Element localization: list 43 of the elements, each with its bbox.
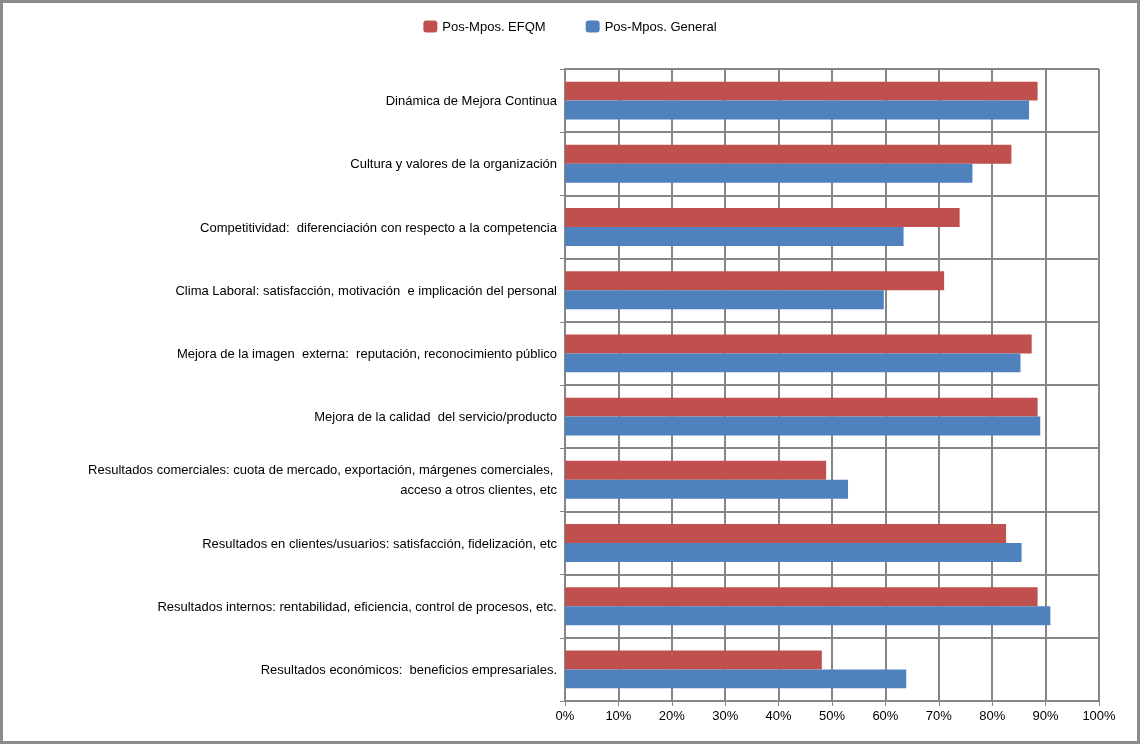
x-tick-label: 10% xyxy=(605,708,632,723)
y-tick-label: Competitividad: diferenciación con respecto a la competencia xyxy=(200,219,558,235)
y-tick-label: Clima Laboral: satisfacción, motivación e implicación del personal xyxy=(175,282,558,298)
y-tick-label: Mejora de la imagen externa: reputación, reconocimiento público xyxy=(176,345,557,361)
y-tick-label: Mejora de la calidad del servicio/producto xyxy=(314,409,557,425)
y-tick-label: Resultados en clientes/usuarios: satisfacción, fidelización, etc xyxy=(202,535,558,551)
y-tick-label: Cultura y valores de la organización xyxy=(350,156,557,172)
bar xyxy=(565,100,1030,120)
x-tick-label: 50% xyxy=(818,708,846,723)
x-tick-label: 0% xyxy=(555,708,575,723)
x-tick-label: 40% xyxy=(765,708,793,723)
x-tick-label: 100% xyxy=(1082,708,1117,723)
x-tick-label: 90% xyxy=(1032,708,1060,723)
bar xyxy=(565,587,1038,607)
x-tick-label: 20% xyxy=(658,708,686,723)
bar xyxy=(565,524,1007,543)
x-tick-label: 30% xyxy=(712,708,739,723)
bar xyxy=(565,271,945,291)
bar xyxy=(565,353,1021,373)
y-tick-label: Resultados comerciales: cuota de mercado, exportación, márgenes comerciales, acceso a otros clientes, etc xyxy=(88,462,558,498)
bar xyxy=(565,144,1012,164)
y-tick-label: Resultados internos: rentabilidad, eficiencia, control de procesos, etc. xyxy=(157,598,557,614)
y-tick-label: Dinámica de Mejora Continua xyxy=(385,93,558,109)
bar xyxy=(565,208,960,227)
bar xyxy=(565,290,884,310)
x-tick-label: 70% xyxy=(925,708,953,723)
bar xyxy=(565,227,904,246)
x-tick-label: 80% xyxy=(979,708,1006,723)
y-tick-label: Resultados económicos: beneficios empresariales. xyxy=(260,661,557,677)
bar xyxy=(565,460,827,480)
bar xyxy=(565,650,822,670)
legend-label: Pos-Mpos. EFQM xyxy=(442,19,546,34)
bar xyxy=(565,543,1022,562)
bar xyxy=(565,416,1041,436)
bar xyxy=(565,163,973,183)
bar xyxy=(565,334,1032,354)
x-tick-label: 60% xyxy=(872,708,899,723)
bar xyxy=(565,669,907,689)
bar xyxy=(565,81,1038,101)
bar xyxy=(565,479,849,499)
bar xyxy=(565,606,1051,626)
legend-label: Pos-Mpos. General xyxy=(604,19,717,34)
bar xyxy=(565,397,1038,417)
